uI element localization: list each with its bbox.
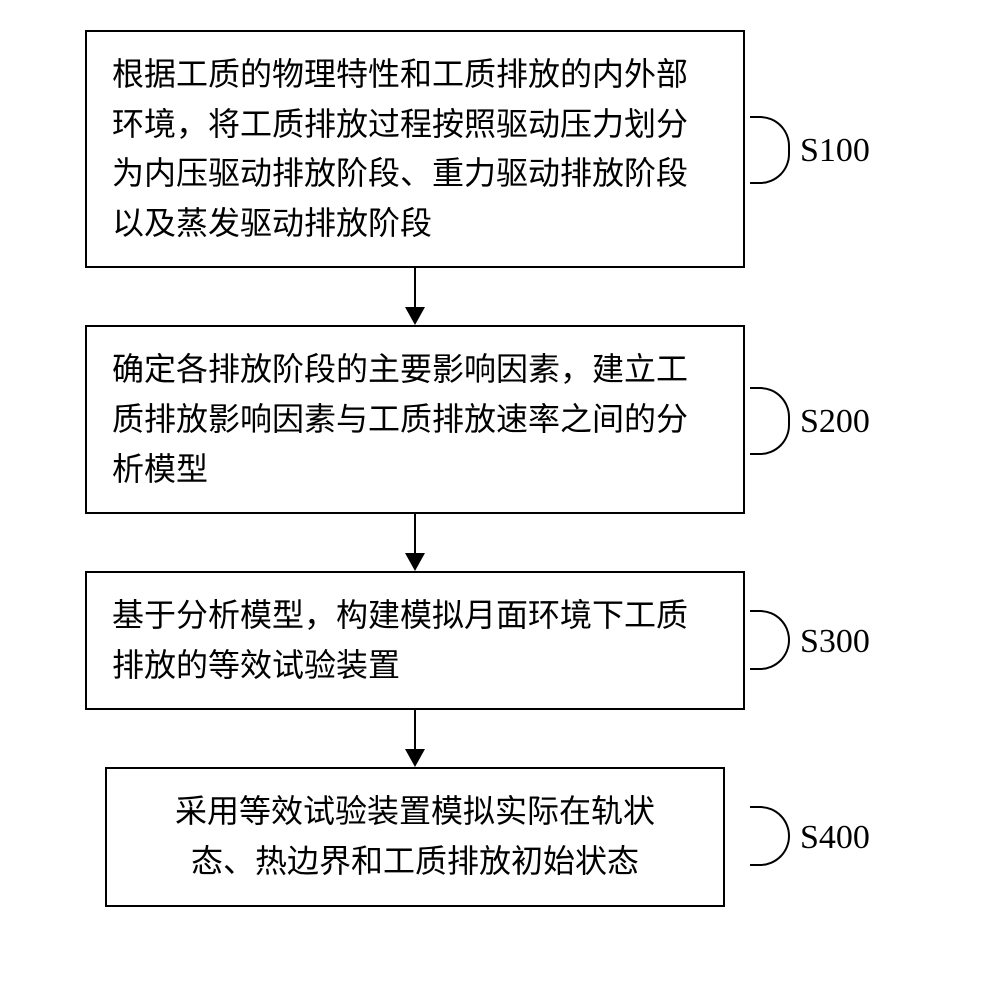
step-box-s200: 确定各排放阶段的主要影响因素，建立工质排放影响因素与工质排放速率之间的分析模型 (85, 325, 745, 514)
step-box-s100: 根据工质的物理特性和工质排放的内外部环境，将工质排放过程按照驱动压力划分为内压驱… (85, 30, 745, 268)
connector-1 (85, 268, 745, 325)
arrowhead-2 (405, 553, 425, 571)
connector-2 (85, 514, 745, 571)
step-row-s200: 确定各排放阶段的主要影响因素，建立工质排放影响因素与工质排放速率之间的分析模型 … (85, 325, 895, 514)
step-row-s400: 采用等效试验装置模拟实际在轨状态、热边界和工质排放初始状态 S400 (105, 767, 895, 906)
arrowhead-1 (405, 307, 425, 325)
step-box-s300: 基于分析模型，构建模拟月面环境下工质排放的等效试验装置 (85, 571, 745, 710)
step-text-s300: 基于分析模型，构建模拟月面环境下工质排放的等效试验装置 (112, 597, 688, 683)
arrowhead-3 (405, 749, 425, 767)
step-label-s400: S400 (800, 819, 870, 857)
step-box-s400: 采用等效试验装置模拟实际在轨状态、热边界和工质排放初始状态 (105, 767, 725, 906)
step-label-s100: S100 (800, 132, 870, 170)
step-text-s400: 采用等效试验装置模拟实际在轨状态、热边界和工质排放初始状态 (175, 793, 655, 879)
step-row-s300: 基于分析模型，构建模拟月面环境下工质排放的等效试验装置 S300 (85, 571, 895, 710)
step-row-s100: 根据工质的物理特性和工质排放的内外部环境，将工质排放过程按照驱动压力划分为内压驱… (85, 30, 895, 268)
connector-3 (85, 710, 745, 767)
step-text-s200: 确定各排放阶段的主要影响因素，建立工质排放影响因素与工质排放速率之间的分析模型 (112, 351, 688, 486)
step-text-s100: 根据工质的物理特性和工质排放的内外部环境，将工质排放过程按照驱动压力划分为内压驱… (112, 56, 688, 241)
step-label-s200: S200 (800, 403, 870, 441)
flowchart-container: 根据工质的物理特性和工质排放的内外部环境，将工质排放过程按照驱动压力划分为内压驱… (85, 30, 895, 907)
step-label-s300: S300 (800, 623, 870, 661)
